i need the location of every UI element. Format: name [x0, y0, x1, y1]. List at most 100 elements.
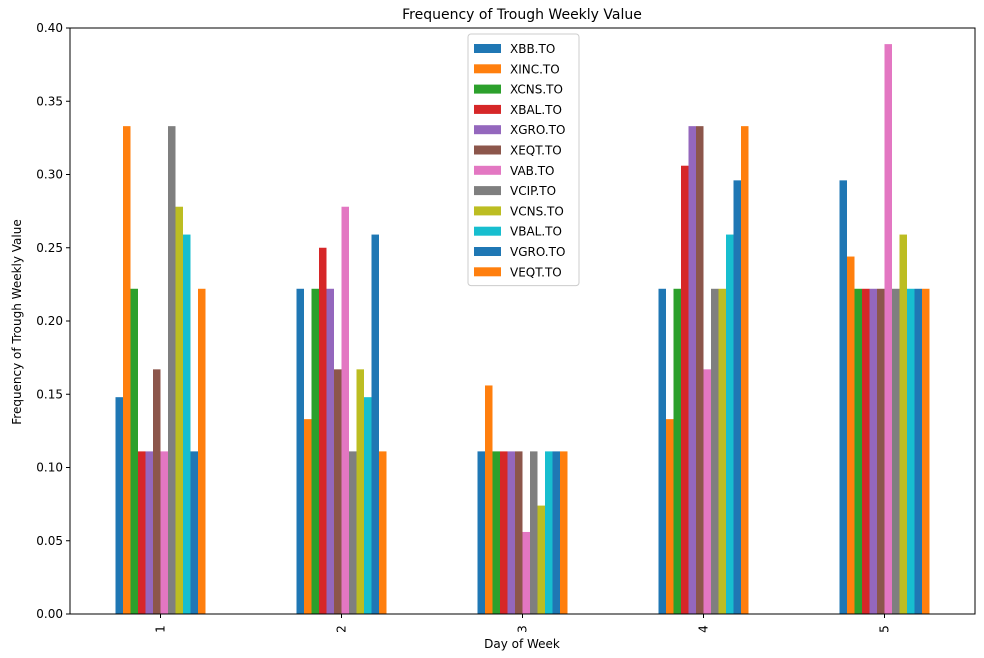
x-tick-label: 2 [335, 625, 349, 633]
legend-swatch [474, 206, 501, 216]
y-tick-label: 0.40 [36, 21, 63, 35]
bar-vgro-to-day-2 [371, 234, 379, 614]
x-tick-label: 1 [154, 625, 168, 633]
bar-vcns-to-day-3 [537, 505, 545, 614]
y-tick-label: 0.15 [36, 387, 63, 401]
y-axis-label: Frequency of Trough Weekly Value [10, 219, 24, 425]
bar-xeqt-to-day-3 [515, 451, 523, 614]
bar-vcip-to-day-3 [530, 451, 538, 614]
legend-swatch [474, 104, 501, 114]
bar-xinc-to-day-1 [123, 126, 131, 614]
bar-vgro-to-day-4 [733, 180, 741, 615]
axes-group: 0.00 0.05 0.10 0.15 0.20 0.25 0.30 0.35 0.40 1 2 3 4… [36, 21, 976, 633]
bars-group [115, 44, 930, 615]
y-tick-label: 0.05 [36, 534, 63, 548]
bar-xbal-to-day-1 [138, 451, 146, 614]
bar-vgro-to-day-5 [914, 288, 922, 614]
bar-vcip-to-day-1 [168, 126, 176, 614]
legend-label: XBAL.TO [510, 103, 562, 117]
legend-label: XINC.TO [510, 62, 560, 76]
legend-label: VAB.TO [510, 164, 554, 178]
bar-xinc-to-day-3 [485, 385, 493, 614]
bar-xbb-to-day-2 [296, 288, 304, 614]
legend-label: XGRO.TO [510, 123, 565, 137]
bar-xeqt-to-day-2 [334, 369, 342, 614]
x-tick-label: 5 [878, 625, 892, 633]
bar-vcns-to-day-5 [899, 234, 907, 614]
bar-xgro-to-day-3 [507, 451, 515, 614]
bar-xbal-to-day-3 [500, 451, 508, 614]
legend-swatch [474, 84, 501, 94]
legend-label: XEQT.TO [510, 144, 562, 158]
legend-swatch [474, 145, 501, 155]
bar-vbal-to-day-4 [726, 234, 734, 614]
bar-xgro-to-day-2 [326, 288, 334, 614]
bar-vcns-to-day-2 [356, 369, 364, 614]
y-tick-label: 0.25 [36, 241, 63, 255]
legend-swatch [474, 267, 501, 277]
legend-label: XBB.TO [510, 42, 555, 56]
bar-veqt-to-day-4 [741, 126, 749, 614]
chart-title: Frequency of Trough Weekly Value [402, 7, 642, 23]
bar-xinc-to-day-4 [666, 419, 674, 614]
bar-xeqt-to-day-5 [877, 288, 885, 614]
bar-vbal-to-day-2 [364, 397, 372, 614]
bar-vab-to-day-5 [884, 44, 892, 615]
legend-label: VBAL.TO [510, 225, 562, 239]
legend-label: VGRO.TO [510, 245, 565, 259]
y-tick-label: 0.35 [36, 94, 63, 108]
bar-xeqt-to-day-1 [153, 369, 161, 614]
legend-label: VEQT.TO [510, 265, 562, 279]
legend-label: XCNS.TO [510, 83, 563, 97]
x-tick-label: 4 [697, 625, 711, 633]
bar-vab-to-day-4 [703, 369, 711, 614]
legend: XBB.TO XINC.TO XCNS.TO XBAL.TO XGRO.TO XEQT.T… [467, 33, 580, 287]
bar-vbal-to-day-5 [907, 288, 915, 614]
x-axis-label: Day of Week [484, 637, 560, 651]
y-tick-label: 0.30 [36, 168, 63, 182]
bar-xgro-to-day-1 [145, 451, 153, 614]
bar-veqt-to-day-3 [560, 451, 568, 614]
bar-xcns-to-day-5 [854, 288, 862, 614]
bar-vab-to-day-2 [341, 206, 349, 615]
legend-label: VCIP.TO [510, 184, 556, 198]
bar-veqt-to-day-2 [379, 451, 387, 614]
legend-swatch [474, 125, 501, 135]
bar-xbal-to-day-2 [319, 247, 327, 614]
bar-vgro-to-day-1 [190, 451, 198, 614]
bar-vcip-to-day-5 [892, 288, 900, 614]
bar-xeqt-to-day-4 [696, 126, 704, 614]
bar-vcns-to-day-1 [175, 206, 183, 615]
bar-xbb-to-day-5 [839, 180, 847, 615]
bar-xinc-to-day-5 [847, 256, 855, 614]
y-tick-label: 0.00 [36, 607, 63, 621]
bar-xbb-to-day-1 [115, 397, 123, 614]
legend-label: VCNS.TO [510, 204, 564, 218]
legend-swatch [474, 165, 501, 175]
y-tick-label: 0.20 [36, 314, 63, 328]
bar-vcip-to-day-4 [711, 288, 719, 614]
legend-swatch [474, 186, 501, 196]
bar-xgro-to-day-5 [869, 288, 877, 614]
bar-xbal-to-day-4 [681, 165, 689, 614]
bar-vcip-to-day-2 [349, 451, 357, 614]
bar-veqt-to-day-1 [198, 288, 206, 614]
bar-xcns-to-day-4 [673, 288, 681, 614]
legend-swatch [474, 226, 501, 236]
y-tick-label: 0.10 [36, 461, 63, 475]
bar-vgro-to-day-3 [552, 451, 560, 614]
bar-xinc-to-day-2 [304, 419, 312, 614]
bar-veqt-to-day-5 [922, 288, 930, 614]
bar-xgro-to-day-4 [688, 126, 696, 614]
bar-xcns-to-day-1 [130, 288, 138, 614]
bar-vab-to-day-1 [160, 451, 168, 614]
x-tick-label: 3 [516, 625, 530, 633]
bar-xbb-to-day-3 [477, 451, 485, 614]
bar-vbal-to-day-1 [183, 234, 191, 614]
bar-vbal-to-day-3 [545, 451, 553, 614]
bar-xbal-to-day-5 [862, 288, 870, 614]
legend-swatch [474, 64, 501, 74]
legend-swatch [474, 247, 501, 256]
bar-xcns-to-day-2 [311, 288, 319, 614]
